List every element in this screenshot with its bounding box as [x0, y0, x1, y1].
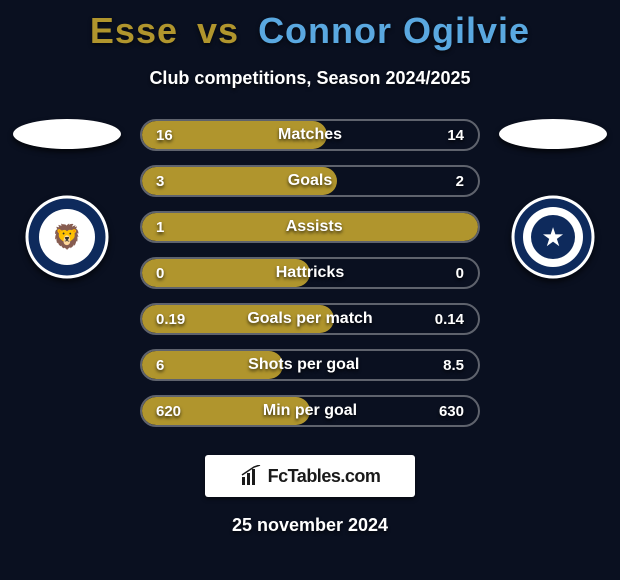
subtitle: Club competitions, Season 2024/2025 — [0, 68, 620, 89]
stat-value-left: 1 — [156, 219, 164, 236]
stat-value-left: 6 — [156, 357, 164, 374]
stat-label: Goals per match — [247, 310, 372, 328]
stat-row: 16 Matches 14 — [140, 119, 480, 151]
left-side: 🦁 — [12, 119, 122, 279]
content-area: 🦁 16Matches143Goals21Assists0Hattricks00… — [0, 119, 620, 427]
stat-value-left: 0.19 — [156, 311, 185, 328]
stat-value-right: 14 — [447, 127, 464, 144]
stat-row: 1 Assists — [140, 211, 480, 243]
watermark: FcTables.com — [205, 455, 415, 497]
vs-text: vs — [197, 10, 239, 51]
svg-text:★: ★ — [541, 222, 564, 252]
stat-value-right: 2 — [456, 173, 464, 190]
left-flag — [13, 119, 121, 149]
stats-table: 16 Matches 14 3 Goals 2 1 Assists 0 Hattricks 0 0.1… — [140, 119, 480, 427]
stat-label: Matches — [278, 126, 342, 144]
stat-label: Goals — [288, 172, 332, 190]
stat-row: 0.19 Goals per match 0.14 — [140, 303, 480, 335]
watermark-text: FcTables.com — [268, 466, 381, 487]
page-title: Esse vs Connor Ogilvie — [0, 0, 620, 52]
millwall-badge-icon: 🦁 — [25, 195, 109, 279]
player1-name: Esse — [90, 10, 178, 51]
stat-label: Min per goal — [263, 402, 357, 420]
svg-text:🦁: 🦁 — [52, 223, 82, 251]
date-text: 25 november 2024 — [0, 515, 620, 536]
stat-label: Assists — [286, 218, 343, 236]
stat-row: 3 Goals 2 — [140, 165, 480, 197]
stat-row: 620 Min per goal 630 — [140, 395, 480, 427]
stat-row: 6 Shots per goal 8.5 — [140, 349, 480, 381]
right-side: ★ — [498, 119, 608, 279]
portsmouth-badge-icon: ★ — [511, 195, 595, 279]
stat-value-left: 16 — [156, 127, 173, 144]
stat-value-left: 3 — [156, 173, 164, 190]
stat-label: Shots per goal — [248, 356, 359, 374]
stat-value-left: 0 — [156, 265, 164, 282]
stat-label: Hattricks — [276, 264, 344, 282]
stat-value-right: 0 — [456, 265, 464, 282]
stat-value-right: 0.14 — [435, 311, 464, 328]
left-club-badge: 🦁 — [25, 195, 109, 279]
right-flag — [499, 119, 607, 149]
right-club-badge: ★ — [511, 195, 595, 279]
stat-value-right: 630 — [439, 403, 464, 420]
stat-row: 0 Hattricks 0 — [140, 257, 480, 289]
player2-name: Connor Ogilvie — [258, 10, 530, 51]
stat-value-left: 620 — [156, 403, 181, 420]
stat-value-right: 8.5 — [443, 357, 464, 374]
chart-icon — [240, 465, 262, 487]
